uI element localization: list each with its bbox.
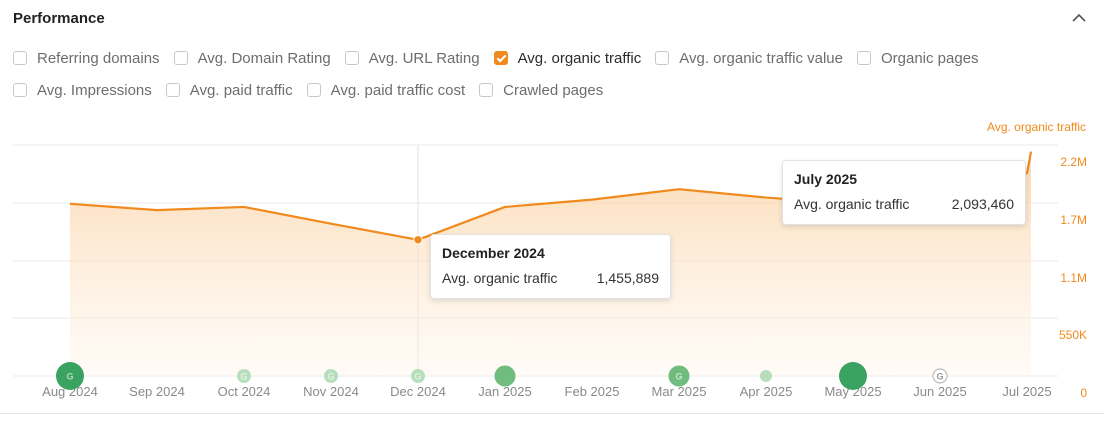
x-tick-label: Aug 2024	[42, 384, 98, 399]
google-icon: G	[936, 372, 943, 382]
checkbox-checked[interactable]	[493, 51, 508, 65]
google-update-marker[interactable]: G	[668, 365, 690, 387]
x-tick-label: Jan 2025	[478, 384, 532, 399]
x-tick-label: Oct 2024	[218, 384, 271, 399]
panel-divider	[0, 413, 1104, 414]
filter-avg-organic-traffic-value[interactable]: Avg. organic traffic value	[655, 50, 843, 67]
checkbox[interactable]	[165, 83, 180, 97]
hover-point	[413, 235, 423, 245]
filter-referring-domains[interactable]: Referring domains	[13, 50, 160, 67]
checkbox[interactable]	[856, 51, 871, 65]
google-icon: G	[240, 372, 247, 382]
y-tick-label: 550K	[1059, 328, 1087, 342]
x-tick-label: Mar 2025	[652, 384, 707, 399]
filter-label: Avg. paid traffic cost	[330, 81, 466, 99]
google-update-marker[interactable]: G	[237, 369, 251, 383]
filter-organic-pages[interactable]: Organic pages	[856, 49, 979, 67]
tooltip-value: 1,455,889	[596, 270, 659, 286]
checkbox[interactable]	[344, 51, 359, 65]
filter-row-1: Referring domains Avg. Domain Rating Avg. …	[13, 48, 1093, 68]
filter-label: Avg. URL Rating	[368, 49, 480, 67]
google-update-marker[interactable]: G	[411, 369, 425, 383]
tooltip-july: July 2025 Avg. organic traffic 2,093,460	[782, 160, 1026, 225]
tooltip-label: Avg. organic traffic	[794, 196, 910, 212]
filter-label: Avg. Domain Rating	[197, 49, 331, 67]
google-icon: G	[675, 372, 682, 382]
filter-avg-url-rating[interactable]: Avg. URL Rating	[344, 49, 480, 67]
filter-label: Avg. organic traffic	[517, 49, 642, 67]
tooltip-value: 2,093,460	[951, 196, 1014, 212]
y-tick-label: 1.7M	[1060, 213, 1087, 227]
tooltip-title: December 2024	[442, 245, 545, 261]
google-icon: G	[327, 372, 334, 382]
filter-label: Avg. organic traffic value	[679, 49, 843, 67]
filter-label: Referring domains	[37, 49, 160, 67]
filter-avg-domain-rating[interactable]: Avg. Domain Rating	[173, 49, 331, 67]
google-icon: G	[414, 372, 421, 382]
checkbox[interactable]	[306, 83, 321, 97]
x-tick-label: Jul 2025	[1002, 384, 1051, 399]
panel-title: Performance	[13, 10, 105, 27]
x-tick-label: May 2025	[824, 384, 881, 399]
google-update-marker[interactable]	[839, 362, 867, 390]
y-axis-title: Avg. organic traffic	[987, 120, 1086, 134]
x-tick-label: Dec 2024	[390, 384, 446, 399]
filter-avg-paid-traffic[interactable]: Avg. paid traffic	[165, 81, 293, 99]
panel-header: Performance	[13, 9, 1091, 29]
x-tick-label: Nov 2024	[303, 384, 359, 399]
filter-label: Avg. Impressions	[37, 81, 152, 99]
x-tick-label: Apr 2025	[740, 384, 793, 399]
google-update-marker[interactable]	[760, 370, 772, 382]
metric-filters: Referring domains Avg. Domain Rating Avg. …	[13, 48, 1093, 112]
filter-row-2: Avg. Impressions Avg. paid traffic Avg. pa…	[13, 80, 1093, 100]
google-update-marker[interactable]: G	[932, 368, 948, 384]
x-tick-label: Sep 2024	[129, 384, 185, 399]
google-update-marker[interactable]: G	[56, 362, 84, 390]
filter-label: Crawled pages	[503, 81, 604, 99]
filter-avg-organic-traffic[interactable]: Avg. organic traffic	[493, 49, 642, 67]
checkbox[interactable]	[13, 51, 27, 65]
x-tick-label: Feb 2025	[565, 384, 620, 399]
filter-avg-impressions[interactable]: Avg. Impressions	[13, 82, 152, 99]
filter-crawled-pages[interactable]: Crawled pages	[479, 82, 603, 99]
google-icon: G	[66, 372, 73, 382]
filter-avg-paid-traffic-cost[interactable]: Avg. paid traffic cost	[306, 81, 466, 99]
y-tick-label: 2.2M	[1060, 155, 1087, 169]
checkbox[interactable]	[13, 83, 27, 97]
filter-label: Organic pages	[880, 49, 979, 67]
tooltip-label: Avg. organic traffic	[442, 270, 558, 286]
y-tick-label: 1.1M	[1060, 271, 1087, 285]
checkbox[interactable]	[173, 51, 188, 65]
google-update-marker[interactable]	[494, 365, 516, 387]
x-tick-label: Jun 2025	[913, 384, 967, 399]
tooltip-december: December 2024 Avg. organic traffic 1,455…	[430, 234, 671, 299]
filter-label: Avg. paid traffic	[189, 81, 293, 99]
y-tick-label: 0	[1080, 386, 1087, 400]
tooltip-title: July 2025	[794, 171, 858, 187]
chevron-up-icon[interactable]	[1071, 11, 1087, 25]
checkbox[interactable]	[479, 83, 494, 97]
google-update-marker[interactable]: G	[324, 369, 338, 383]
checkbox[interactable]	[655, 51, 670, 65]
